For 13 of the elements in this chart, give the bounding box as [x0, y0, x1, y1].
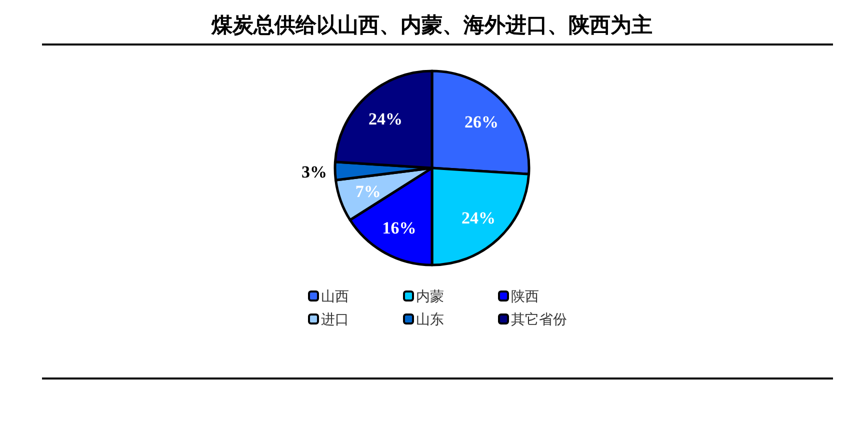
chart-title: 煤炭总供给以山西、内蒙、海外进口、陕西为主 [210, 13, 652, 37]
legend-label: 内蒙 [416, 289, 444, 305]
legend-label: 进口 [321, 312, 349, 328]
data-label: 16% [382, 218, 416, 238]
legend-label: 陕西 [511, 289, 539, 305]
data-label: 3% [302, 162, 328, 182]
legend-label: 山西 [321, 289, 349, 305]
legend-label: 其它省份 [511, 312, 567, 328]
data-label: 24% [461, 208, 496, 228]
data-label: 26% [464, 112, 498, 132]
data-label: 24% [368, 110, 403, 129]
data-label: 7% [355, 182, 381, 201]
legend-label: 山东 [416, 312, 444, 328]
